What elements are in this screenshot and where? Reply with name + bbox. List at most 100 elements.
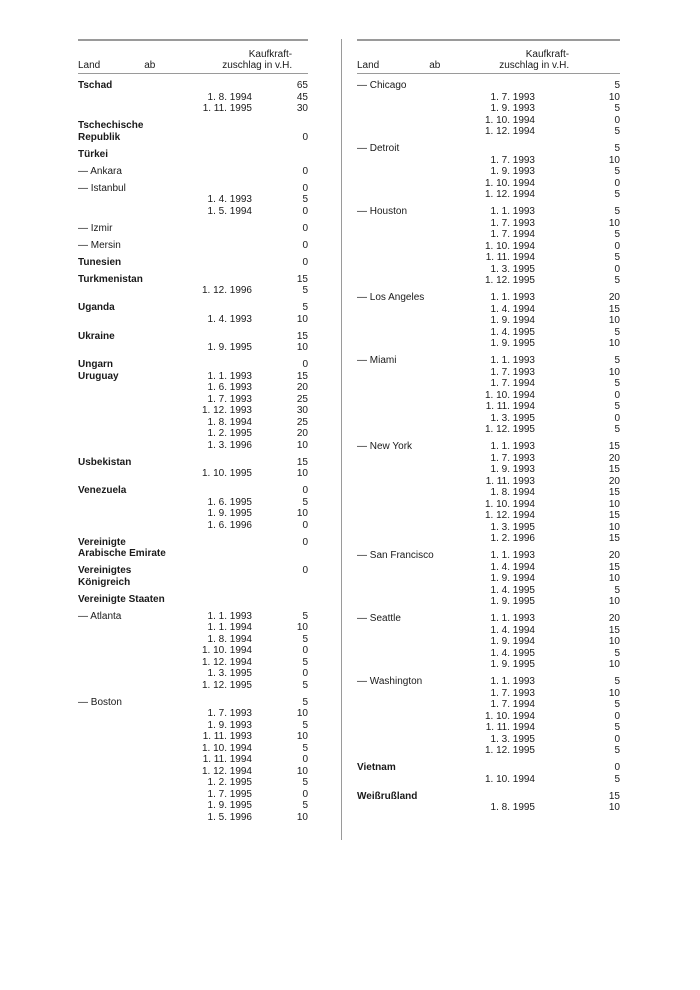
value-cell: 0	[614, 114, 620, 126]
land-cell: — Seattle	[357, 613, 401, 624]
value-cell: 0	[302, 565, 308, 576]
value-cell: 10	[608, 802, 620, 813]
land-cell	[357, 533, 434, 545]
land-cell	[357, 189, 434, 201]
table-row: Venezuela 0	[78, 485, 308, 497]
table-row: 1. 12. 1995 5	[357, 424, 620, 436]
date-cell	[160, 485, 252, 497]
table-row: 1. 12. 1994 15	[357, 510, 620, 522]
date-cell: 1. 4. 1994	[490, 624, 535, 636]
table-row: 1. 9. 1995 10	[78, 508, 308, 520]
table-row: 1. 4. 1994 15	[357, 304, 620, 316]
land-cell	[78, 743, 160, 755]
date-cell: 1. 3. 1996	[207, 439, 252, 451]
table-row: Tunesien 0	[78, 257, 308, 269]
table-row: 1. 9. 1995 10	[78, 342, 308, 354]
date-cell: 1. 9. 1995	[207, 508, 252, 519]
land-cell: Arabische Emirate	[78, 548, 166, 559]
value-cell: 10	[296, 622, 308, 633]
land-cell	[357, 401, 434, 413]
land-cell: Uruguay	[78, 370, 119, 382]
table-row: 1. 9. 1994 10	[357, 636, 620, 648]
date-cell: 1. 9. 1994	[490, 315, 535, 326]
table-row: — Seattle 1. 1. 1993 20	[357, 613, 620, 625]
value-cell: 5	[302, 656, 308, 668]
table-row: 1. 11. 1995 30	[78, 103, 308, 115]
value-cell: 5	[302, 496, 308, 508]
value-cell: 15	[296, 273, 308, 285]
table-row: 1. 9. 1995 10	[357, 338, 620, 350]
value-cell: 0	[302, 668, 308, 679]
value-cell: 0	[302, 788, 308, 800]
land-cell	[357, 476, 434, 488]
value-cell: 10	[296, 439, 308, 451]
table-body: — Chicago 5 1. 7. 1993 10 1. 9. 1993 5 1. 10. …	[357, 74, 620, 814]
date-cell: 1. 12. 1994	[484, 126, 535, 137]
date-cell: 1. 4. 1994	[490, 561, 535, 573]
table-row: 1. 10. 1994 0	[357, 115, 620, 127]
value-cell: 0	[302, 182, 308, 194]
land-cell	[357, 745, 434, 757]
date-cell: 1. 9. 1993	[490, 464, 535, 475]
value-cell: 0	[614, 710, 620, 722]
table-row: 1. 4. 1995 5	[357, 585, 620, 597]
date-cell: 1. 7. 1993	[490, 91, 535, 103]
table-group: Vereinigte 0 Arabische Emirate	[78, 537, 308, 560]
date-cell: 1. 7. 1993	[490, 452, 535, 464]
table-row: Turkmenistan 15	[78, 274, 308, 286]
land-cell: Uganda	[78, 302, 115, 313]
land-cell	[357, 487, 434, 499]
date-cell: 1. 10. 1994	[484, 710, 535, 722]
land-cell	[357, 155, 434, 167]
table-group: — San Francisco 1. 1. 1993 20 1. 4. 1994 15 1…	[357, 550, 620, 608]
date-cell: 1. 8. 1994	[207, 91, 252, 103]
value-cell: 20	[608, 550, 620, 561]
header-value: Kaufkraft-zuschlag in v.H.	[499, 49, 569, 71]
land-cell: Usbekistan	[78, 456, 132, 468]
land-cell	[78, 754, 160, 766]
date-cell: 1. 12. 1994	[484, 189, 535, 200]
table-row: 1. 9. 1995 10	[357, 596, 620, 608]
land-cell	[357, 562, 434, 574]
date-cell: 1. 9. 1993	[207, 719, 252, 731]
table-group: — Houston 1. 1. 1993 5 1. 7. 1993 10 1. 7. 19…	[357, 206, 620, 287]
value-cell: 5	[614, 773, 620, 785]
table-group: — Istanbul 0 1. 4. 1993 5 1. 5. 1994 0	[78, 183, 308, 218]
table-row: Tschechische	[78, 120, 308, 132]
date-cell: 1. 9. 1995	[490, 596, 535, 607]
date-cell: 1. 8. 1994	[490, 487, 535, 498]
date-cell	[160, 183, 252, 195]
table-row: 1. 8. 1994 25	[78, 417, 308, 429]
table-row: 1. 4. 1993 5	[78, 194, 308, 206]
date-cell	[160, 223, 252, 235]
table-row: 1. 5. 1994 0	[78, 206, 308, 218]
land-cell: — Mersin	[78, 239, 121, 251]
land-cell	[357, 264, 434, 276]
value-cell: 0	[614, 733, 620, 745]
land-cell	[78, 520, 160, 532]
land-cell	[78, 800, 160, 812]
value-cell: 0	[302, 536, 308, 548]
land-cell	[78, 382, 160, 394]
table-row: 1. 8. 1994 5	[78, 634, 308, 646]
date-cell: 1. 7. 1993	[490, 366, 535, 378]
right-column: Land ab Kaufkraft-zuschlag in v.H. — Chi…	[357, 39, 620, 819]
land-cell	[357, 659, 434, 671]
table-row: 1. 10. 1994 5	[78, 743, 308, 755]
table-row: 1. 2. 1996 15	[357, 533, 620, 545]
value-cell: 5	[302, 696, 308, 708]
value-cell	[252, 149, 308, 161]
land-cell	[78, 731, 160, 743]
value-cell: 5	[614, 166, 620, 177]
table-header: Land ab Kaufkraft-zuschlag in v.H.	[78, 41, 308, 74]
value-cell: 0	[614, 177, 620, 189]
date-cell: 1. 1. 1993	[490, 292, 535, 303]
date-cell	[160, 537, 252, 549]
value-cell: 0	[302, 165, 308, 177]
top-rule	[78, 39, 308, 41]
date-cell: 1. 1. 1993	[490, 550, 535, 561]
land-cell	[78, 394, 160, 406]
date-cell: 1. 3. 1995	[490, 521, 535, 533]
land-cell	[357, 596, 434, 608]
table-row: 1. 3. 1995 10	[357, 522, 620, 534]
